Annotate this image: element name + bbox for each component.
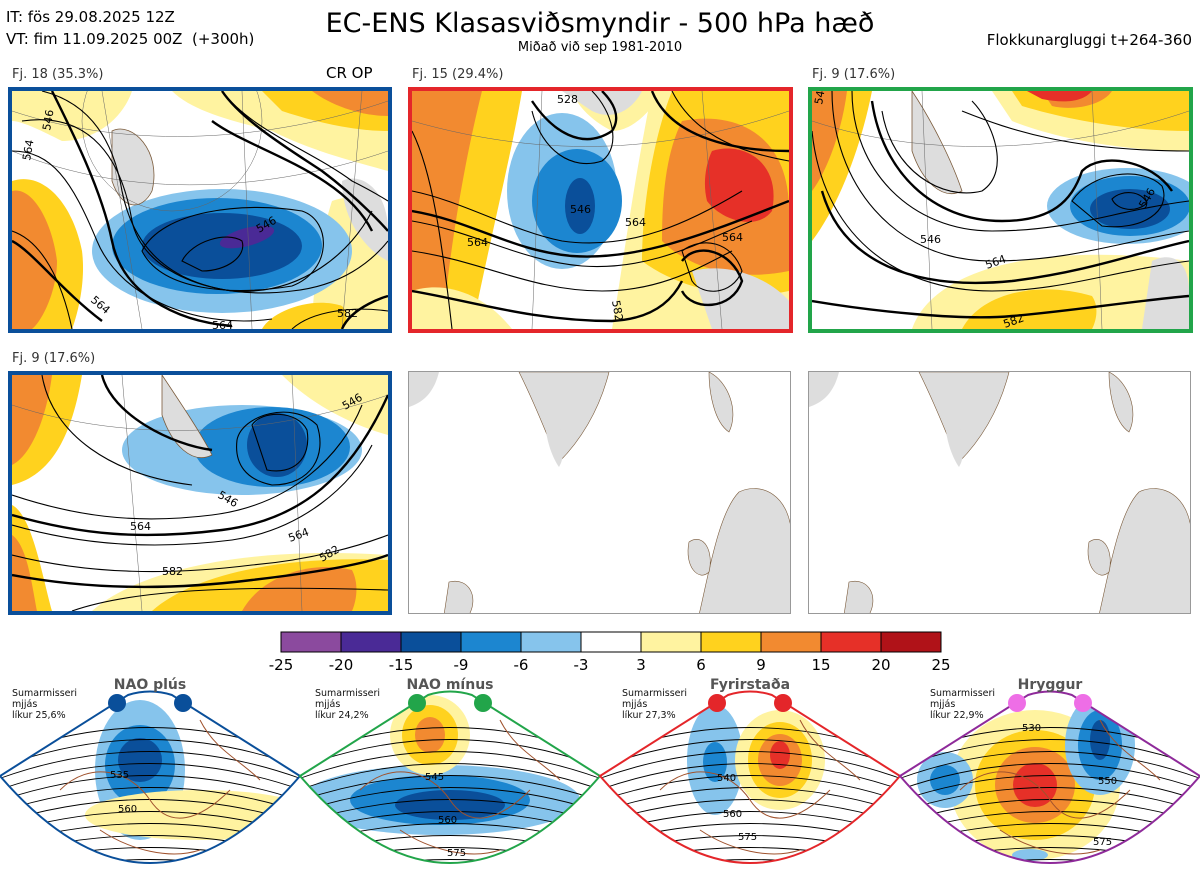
empty-map-panel	[808, 371, 1191, 614]
regime-contour-label: 550	[1098, 776, 1117, 787]
regime-contour-label: 535	[110, 770, 129, 781]
regime-contour-label: 560	[118, 804, 137, 815]
colorbar-swatch	[760, 631, 822, 653]
contour-label: 564	[722, 231, 743, 244]
colorbar-swatch	[820, 631, 882, 653]
regime-contour-label: 560	[438, 815, 457, 826]
cluster-1-label: Fj. 18 (35.3%)	[12, 67, 104, 82]
regime-contour-label: 575	[738, 832, 757, 843]
colorbar-swatch	[700, 631, 762, 653]
regime-note-line: Sumarmisseri	[622, 688, 688, 699]
colorbar-swatch	[280, 631, 342, 653]
colorbar-tick-label: 25	[931, 656, 951, 674]
regime-contour-label: 560	[723, 809, 742, 820]
regime-dot-icon	[108, 694, 126, 712]
regime-dot-icon	[408, 694, 426, 712]
contour-label: 546	[570, 203, 591, 216]
colorbar-tick-label: 15	[811, 656, 831, 674]
regime-dot-icon	[1074, 694, 1092, 712]
valid-time: VT: fim 11.09.2025 00Z (+300h)	[6, 30, 255, 48]
regime-title: NAO plús	[113, 677, 187, 693]
colorbar-swatch	[460, 631, 522, 653]
colorbar-swatch	[340, 631, 402, 653]
contour-label: 546	[40, 109, 56, 132]
cluster-4-label: Fj. 9 (17.6%)	[12, 351, 96, 366]
contour-label: 564	[625, 216, 646, 229]
regime-note-line: mjjás	[930, 699, 956, 710]
cluster-3-label: Fj. 9 (17.6%)	[812, 67, 896, 82]
colorbar-tick-label: -9	[453, 656, 469, 674]
cluster-2-map: 528 546 564 564 582 564	[408, 87, 793, 333]
colorbar-swatch	[400, 631, 462, 653]
contour-label: 582	[1002, 311, 1026, 329]
regime-note: Sumarmisseri mjjás líkur 25,6%	[12, 688, 77, 721]
page-subtitle: Miðað við sep 1981-2010	[517, 40, 683, 55]
cluster-1-tag: CR OP	[326, 64, 373, 82]
regime-note: Sumarmisseri mjjás líkur 27,3%	[622, 688, 687, 721]
contour-label: 546	[812, 91, 828, 106]
header-run-info: IT: fös 29.08.2025 12Z VT: fim 11.09.202…	[6, 6, 254, 50]
regime-note-line: líkur 25,6%	[12, 710, 66, 721]
regime-note-line: mjjás	[622, 699, 648, 710]
cluster-4-map: 546 546 564 564 582 582	[8, 371, 392, 615]
colorbar-tick-label: -25	[268, 656, 294, 674]
regime-title: NAO mínus	[406, 677, 494, 693]
cluster-3-map: 546 546 564 582 546	[808, 87, 1193, 333]
cluster-1-map: 546 564 564 582 546 564	[8, 87, 392, 333]
regime-dot-icon	[174, 694, 192, 712]
contour-label: 564	[130, 520, 151, 533]
colorbar-tick-label: -15	[388, 656, 414, 674]
contour-label: 582	[162, 565, 183, 578]
regime-note-line: Sumarmisseri	[930, 688, 996, 699]
regime-title: Fyrirstaða	[709, 677, 791, 693]
contour-label: 564	[212, 319, 233, 329]
colorbar-swatch	[640, 631, 702, 653]
colorbar-tick-label: 3	[636, 656, 646, 674]
regime-note: Sumarmisseri mjjás líkur 22,9%	[930, 688, 995, 721]
colorbar	[280, 631, 942, 653]
regime-contour-label: 545	[425, 772, 444, 783]
regime-note-line: mjjás	[12, 699, 38, 710]
regime-note-line: líkur 22,9%	[930, 710, 984, 721]
regime-contour-label: 540	[717, 773, 736, 784]
regime-note-line: líkur 24,2%	[315, 710, 369, 721]
contour-label: 546	[920, 233, 941, 246]
regime-note-line: líkur 27,3%	[622, 710, 676, 721]
regime-title: Hryggur	[1017, 677, 1083, 693]
colorbar-tick-label: 6	[696, 656, 706, 674]
contour-label: 528	[557, 93, 578, 106]
regime-contour-label: 575	[1093, 837, 1112, 848]
regime-note-line: mjjás	[315, 699, 341, 710]
regime-dot-icon	[708, 694, 726, 712]
empty-map-panel	[408, 371, 791, 614]
colorbar-swatch	[880, 631, 942, 653]
regime-dot-icon	[1008, 694, 1026, 712]
colorbar-swatch	[520, 631, 582, 653]
contour-label: 582	[609, 299, 625, 322]
regime-note-line: Sumarmisseri	[12, 688, 78, 699]
cluster-2-label: Fj. 15 (29.4%)	[412, 67, 504, 82]
page-title: EC-ENS Klasasviðsmyndir - 500 hPa hæð	[325, 8, 875, 39]
colorbar-tick-label: -6	[513, 656, 529, 674]
regime-note-line: Sumarmisseri	[315, 688, 381, 699]
classification-window: Flokkunargluggi t+264-360	[986, 31, 1192, 49]
regime-contour-label: 575	[447, 848, 466, 859]
contour-label: 564	[20, 139, 36, 162]
colorbar-tick-label: -20	[328, 656, 354, 674]
contour-label: 564	[467, 236, 488, 249]
colorbar-tick-label: -3	[573, 656, 589, 674]
contour-label: 582	[337, 307, 358, 320]
regime-dot-icon	[774, 694, 792, 712]
regime-dot-icon	[474, 694, 492, 712]
colorbar-swatch	[580, 631, 642, 653]
initial-time: IT: fös 29.08.2025 12Z	[6, 8, 175, 26]
colorbar-tick-label: 20	[871, 656, 891, 674]
colorbar-tick-label: 9	[756, 656, 766, 674]
regime-contour-label: 530	[1022, 723, 1041, 734]
regime-note: Sumarmisseri mjjás líkur 24,2%	[315, 688, 380, 721]
